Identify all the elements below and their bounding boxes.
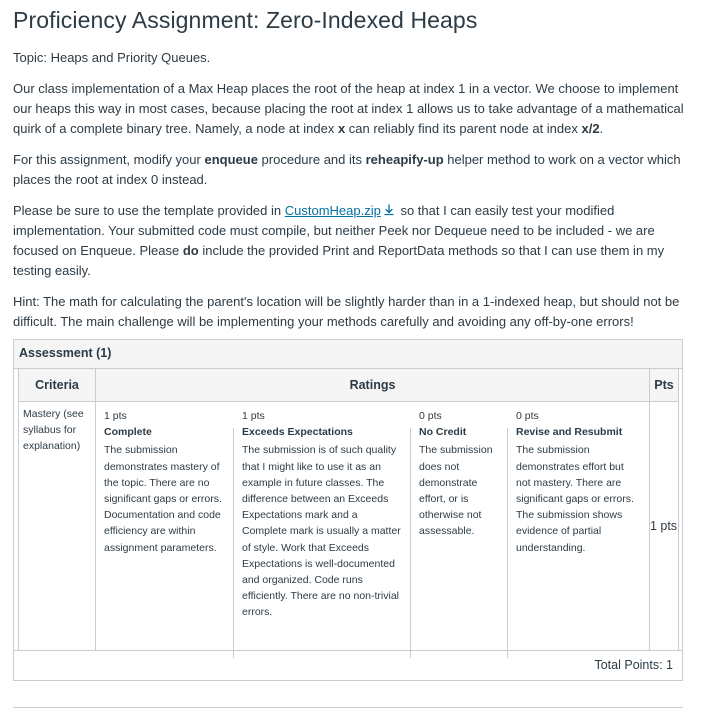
criteria-header: Criteria [18, 368, 96, 402]
intro-paragraph: Our class implementation of a Max Heap p… [13, 79, 688, 139]
intro-bold-x-half: x/2 [581, 121, 600, 136]
intro-text-a: Our class implementation of a Max Heap p… [13, 81, 684, 136]
rubric-table: Assessment (1) Criteria Ratings Pts Mast… [13, 339, 683, 681]
task-bold-enqueue: enqueue [204, 152, 258, 167]
criterion-cell: Mastery (see syllabus for explanation) [18, 401, 96, 651]
rating-description: The submission demonstrates mastery of t… [104, 444, 222, 554]
rating-title: No Credit [419, 426, 467, 439]
footer-divider [13, 707, 683, 708]
task-text-e: helper method to work on a vector which … [13, 152, 681, 187]
rating-points: 0 pts [516, 410, 539, 422]
rating-title: Exceeds Expectations [242, 426, 353, 439]
rating-exceeds-expectations: 1 pts Exceeds Expectations The submissio… [242, 408, 404, 621]
rating-divider [410, 428, 411, 658]
total-points: Total Points: 1 [14, 650, 682, 681]
intro-bold-x: x [337, 121, 346, 136]
intro-text-e: . [599, 121, 604, 136]
rating-points: 1 pts [104, 410, 127, 422]
rating-revise-and-resubmit: 0 pts Revise and Resubmit The submission… [516, 408, 636, 556]
rating-complete: 1 pts Complete The submission demonstrat… [104, 408, 228, 556]
template-bold-do: do [182, 243, 199, 258]
rating-divider [233, 428, 234, 658]
rating-title: Revise and Resubmit [516, 426, 623, 439]
row-points-cell: 1 pts [649, 401, 679, 651]
template-text-b: so that I can easily test your modified … [13, 203, 655, 258]
rating-points: 0 pts [419, 410, 442, 422]
template-text-d: include the provided Print and ReportDat… [13, 243, 665, 278]
custom-heap-zip-link[interactable]: CustomHeap.zip [284, 203, 381, 218]
task-text-c: procedure and its [257, 152, 366, 167]
pts-header: Pts [649, 368, 679, 402]
topic-line: Topic: Heaps and Priority Queues. [13, 50, 211, 65]
rating-title: Complete [104, 426, 152, 439]
rating-no-credit: 0 pts No Credit The submission does not … [419, 408, 503, 540]
task-paragraph: For this assignment, modify your enqueue… [13, 150, 688, 190]
assignment-page: Proficiency Assignment: Zero-Indexed Hea… [13, 0, 688, 332]
rating-points: 1 pts [242, 410, 265, 422]
rating-description: The submission demonstrates effort but n… [516, 444, 634, 554]
row-points: 1 pts [649, 518, 678, 533]
template-paragraph: Please be sure to use the template provi… [13, 201, 688, 281]
task-text-a: For this assignment, modify your [13, 152, 205, 167]
intro-text-c: can reliably find its parent node at ind… [345, 121, 582, 136]
rating-description: The submission is of such quality that I… [242, 444, 401, 619]
rubric-grid: Criteria Ratings Pts Mastery (see syllab… [18, 368, 679, 658]
rubric-heading: Assessment (1) [14, 340, 682, 369]
rating-divider [507, 428, 508, 658]
template-text-a: Please be sure to use the template provi… [13, 203, 285, 218]
task-bold-reheapify: reheapify-up [365, 152, 444, 167]
rating-description: The submission does not demonstrate effo… [419, 444, 493, 538]
hint-paragraph: Hint: The math for calculating the paren… [13, 294, 680, 329]
page-title: Proficiency Assignment: Zero-Indexed Hea… [13, 7, 478, 33]
ratings-header: Ratings [95, 368, 650, 402]
download-icon[interactable] [383, 204, 395, 216]
criterion-description: Mastery (see syllabus for explanation) [23, 408, 84, 453]
